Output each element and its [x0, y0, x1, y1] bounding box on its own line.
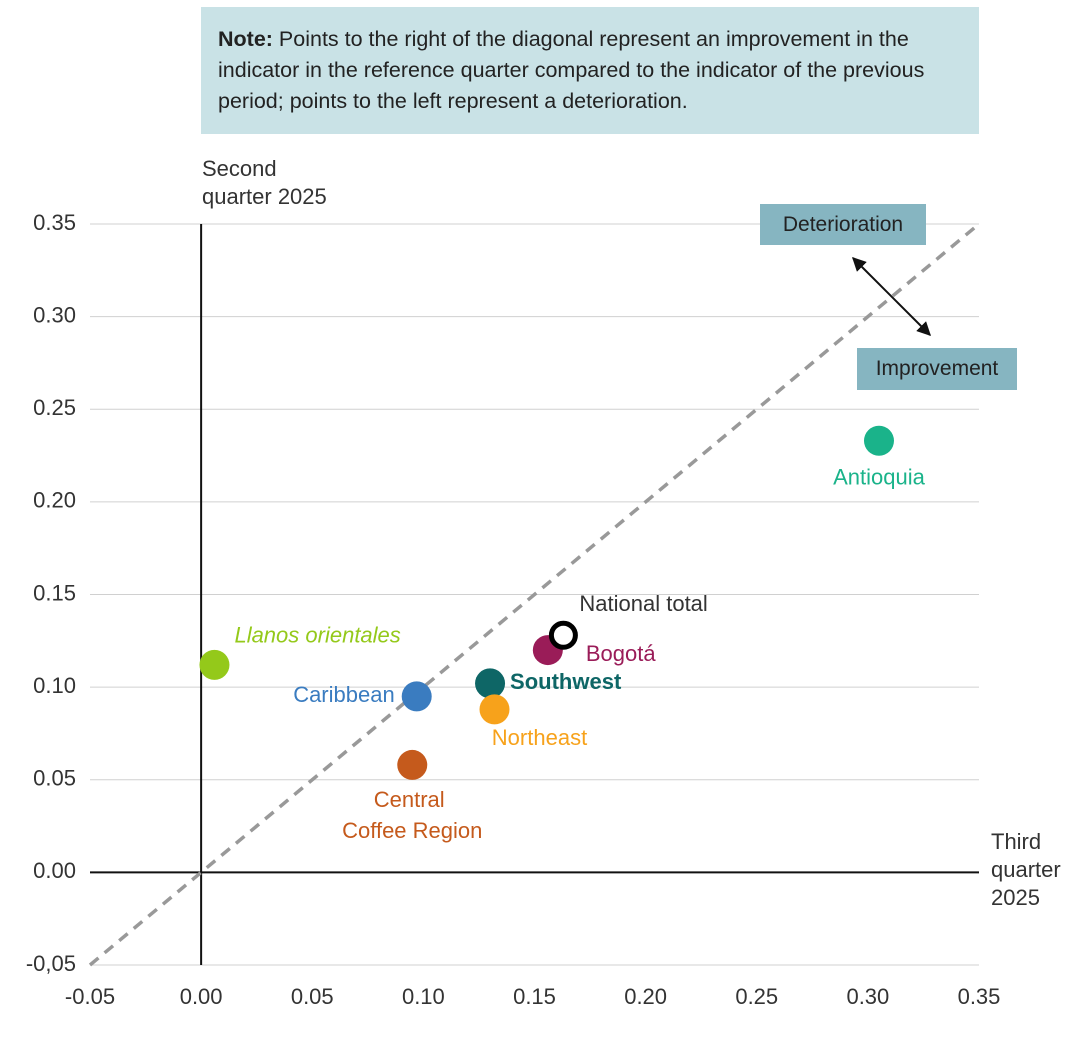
point [401, 681, 432, 712]
y-tick-label: 0.25 [33, 395, 76, 420]
x-tick-label: 0.35 [958, 984, 1001, 1009]
y-tick-label: 0.15 [33, 580, 76, 605]
x-axis-label: Third quarter 2025 [991, 829, 1067, 910]
x-tick-label: 0.20 [624, 984, 667, 1009]
note-text: Points to the right of the diagonal repr… [218, 27, 925, 113]
point-label: Llanos orientales [234, 623, 400, 648]
point [863, 425, 894, 456]
point-label: Antioquia [833, 465, 926, 490]
y-tick-label: 0.10 [33, 673, 76, 698]
y-tick-label: -0,05 [26, 951, 76, 976]
deterioration-tag: Deterioration [760, 204, 926, 245]
point-label: Northeast [492, 725, 587, 750]
y-axis-label: Second quarter 2025 [202, 156, 327, 209]
point-label: Caribbean [293, 682, 395, 707]
point-label: National total [579, 591, 707, 616]
point [548, 620, 578, 650]
point [479, 694, 510, 725]
improvement-tag: Improvement [857, 348, 1017, 390]
point-label: Bogotá [586, 641, 656, 666]
y-tick-label: 0.20 [33, 488, 76, 513]
x-tick-label: 0.00 [180, 984, 223, 1009]
point [475, 668, 506, 699]
x-tick-label: 0.05 [291, 984, 334, 1009]
note-box: Note: Points to the right of the diagona… [201, 7, 979, 134]
x-tick-label: 0.30 [846, 984, 889, 1009]
point [199, 649, 230, 680]
y-tick-label: 0.00 [33, 858, 76, 883]
y-tick-label: 0.30 [33, 302, 76, 327]
note-label: Note: [218, 27, 273, 51]
direction-arrow [852, 257, 931, 336]
x-tick-label: 0.10 [402, 984, 445, 1009]
point-label: Southwest [510, 669, 622, 694]
diagonal [88, 222, 981, 967]
x-tick-label: -0.05 [65, 984, 115, 1009]
x-tick-label: 0.15 [513, 984, 556, 1009]
x-tick-label: 0.25 [735, 984, 778, 1009]
y-tick-label: 0.05 [33, 766, 76, 791]
y-tick-label: 0.35 [33, 210, 76, 235]
point-label: Central Coffee Region [342, 787, 482, 843]
point [397, 749, 428, 780]
